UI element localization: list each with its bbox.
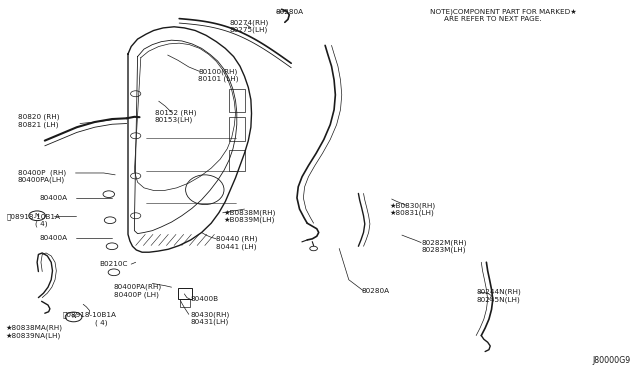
Text: 80282M(RH): 80282M(RH) (421, 239, 467, 246)
Text: 80431(LH): 80431(LH) (191, 318, 229, 325)
Text: 80400P (LH): 80400P (LH) (114, 291, 159, 298)
Text: 80441 (LH): 80441 (LH) (216, 243, 257, 250)
Text: ★80838MA(RH): ★80838MA(RH) (5, 325, 62, 331)
Text: N: N (35, 213, 40, 218)
Text: ★B0839M(LH): ★B0839M(LH) (224, 216, 275, 223)
Text: 80274(RH): 80274(RH) (229, 20, 268, 26)
Text: 80280A: 80280A (275, 9, 303, 15)
Text: 80400PA(LH): 80400PA(LH) (18, 176, 65, 183)
Text: 80244N(RH): 80244N(RH) (477, 289, 522, 295)
Text: 80400B: 80400B (191, 296, 219, 302)
Text: B0210C: B0210C (99, 261, 128, 267)
Text: 80820 (RH): 80820 (RH) (18, 114, 60, 121)
Text: 80275(LH): 80275(LH) (229, 26, 268, 33)
Text: ★80839NA(LH): ★80839NA(LH) (5, 332, 60, 339)
Text: NOTE)COMPONENT PART FOR MARKED★: NOTE)COMPONENT PART FOR MARKED★ (430, 8, 577, 15)
Text: ( 4): ( 4) (35, 221, 47, 227)
Text: 80153(LH): 80153(LH) (155, 116, 193, 123)
Text: N: N (71, 314, 76, 320)
Text: 80821 (LH): 80821 (LH) (18, 121, 58, 128)
Text: 80100(RH): 80100(RH) (198, 68, 237, 75)
Text: ★80831(LH): ★80831(LH) (389, 209, 434, 216)
Text: 80400PA(RH): 80400PA(RH) (114, 284, 162, 291)
Text: ⓝ08918-10B1A: ⓝ08918-10B1A (6, 213, 60, 220)
Text: ( 4): ( 4) (95, 320, 108, 326)
Text: 80400A: 80400A (40, 235, 68, 241)
Text: 80400P  (RH): 80400P (RH) (18, 170, 66, 176)
Text: ARE REFER TO NEXT PAGE.: ARE REFER TO NEXT PAGE. (444, 16, 542, 22)
Text: 80280A: 80280A (362, 288, 390, 294)
Text: 80430(RH): 80430(RH) (191, 311, 230, 318)
Text: ⓝ08918-10B1A: ⓝ08918-10B1A (63, 311, 116, 318)
Text: 80440 (RH): 80440 (RH) (216, 235, 258, 242)
Text: J80000G9: J80000G9 (592, 356, 630, 365)
Text: 80101 (LH): 80101 (LH) (198, 76, 239, 82)
Text: ★B0838M(RH): ★B0838M(RH) (224, 209, 276, 216)
Text: 80283M(LH): 80283M(LH) (421, 247, 466, 253)
Text: 80152 (RH): 80152 (RH) (155, 109, 196, 116)
Text: ★B0830(RH): ★B0830(RH) (389, 202, 435, 209)
Text: 80400A: 80400A (40, 195, 68, 201)
Text: 80245N(LH): 80245N(LH) (477, 296, 520, 303)
